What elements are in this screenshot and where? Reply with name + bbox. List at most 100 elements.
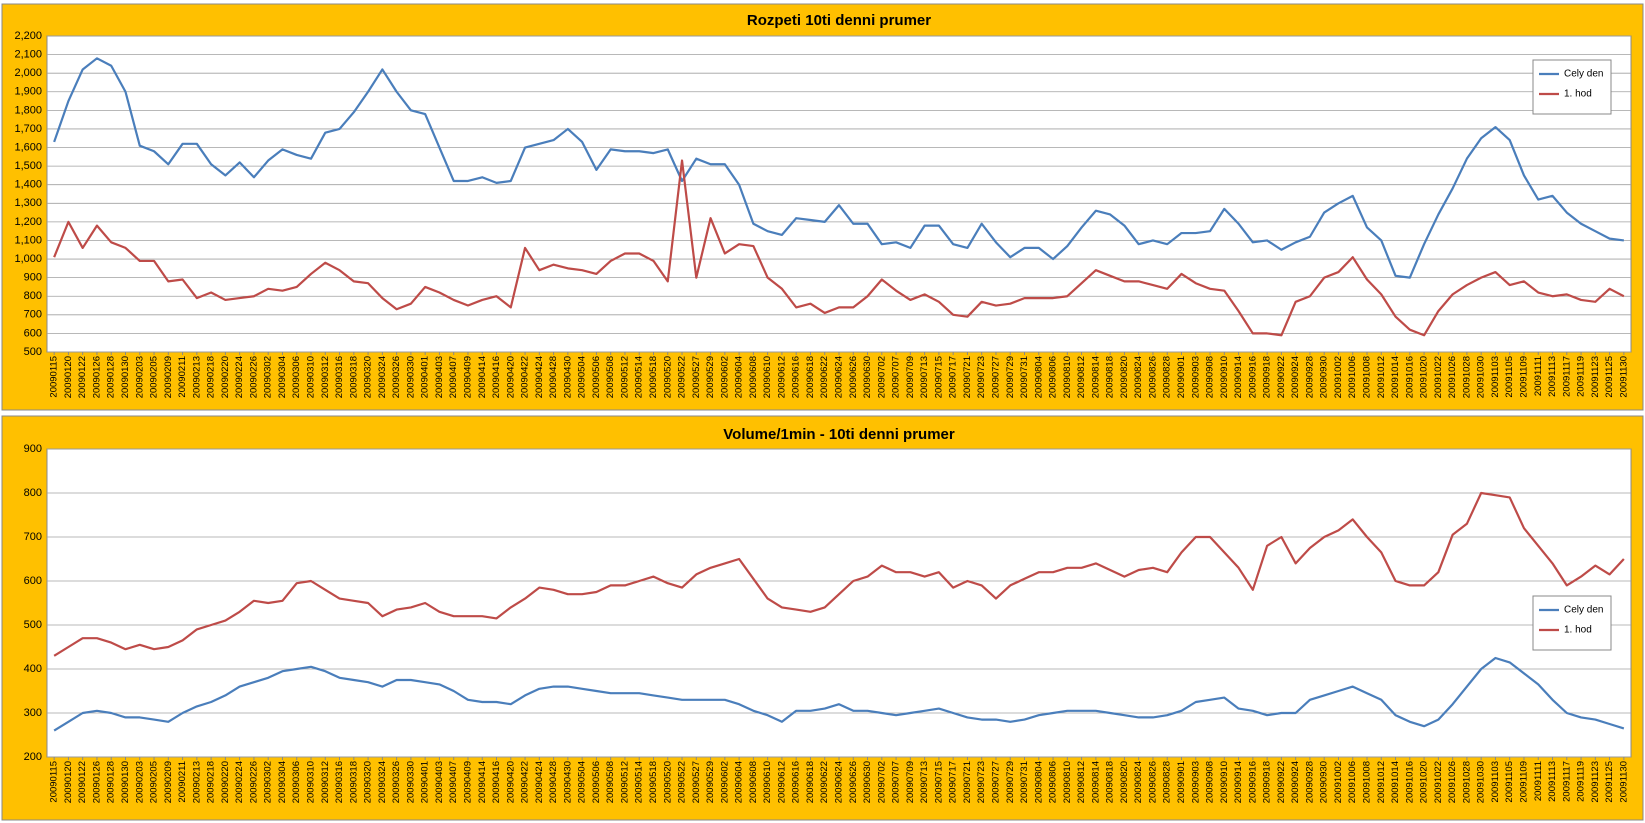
y-tick-label: 2,000 — [14, 67, 42, 79]
x-tick-label: 20091006 — [1347, 356, 1358, 398]
x-tick-label: 20090608 — [748, 356, 759, 398]
x-tick-label: 20090203 — [134, 761, 145, 803]
x-tick-label: 20090713 — [919, 761, 930, 803]
x-tick-label: 20090721 — [962, 761, 973, 803]
x-tick-label: 20090508 — [605, 761, 616, 803]
x-tick-label: 20090602 — [719, 356, 730, 398]
x-tick-label: 20090604 — [734, 761, 745, 803]
legend-label: Cely den — [1564, 605, 1603, 616]
x-tick-label: 20090518 — [648, 761, 659, 803]
x-tick-label: 20090203 — [134, 356, 145, 398]
x-tick-label: 20090903 — [1190, 356, 1201, 398]
y-tick-label: 1,500 — [14, 160, 42, 172]
x-tick-label: 20090922 — [1276, 761, 1287, 803]
x-tick-label: 20090709 — [905, 356, 916, 398]
x-tick-label: 20090520 — [662, 356, 673, 398]
legend-box — [1532, 595, 1612, 651]
x-tick-label: 20090804 — [1033, 761, 1044, 803]
x-tick-label: 20090826 — [1147, 356, 1158, 398]
x-tick-label: 20090806 — [1048, 356, 1059, 398]
x-tick-label: 20090126 — [91, 761, 102, 803]
x-tick-label: 20090818 — [1105, 761, 1116, 803]
x-tick-label: 20090220 — [220, 761, 231, 803]
x-tick-label: 20090211 — [177, 761, 188, 803]
x-tick-label: 20090618 — [805, 356, 816, 398]
x-tick-label: 20091028 — [1461, 356, 1472, 398]
x-tick-label: 20090922 — [1276, 356, 1287, 398]
x-tick-label: 20090810 — [1062, 761, 1073, 803]
y-tick-label: 2,100 — [14, 48, 42, 60]
x-tick-label: 20090820 — [1119, 356, 1130, 398]
y-tick-label: 500 — [24, 619, 42, 631]
x-tick-label: 20090302 — [263, 761, 274, 803]
x-tick-label: 20090612 — [776, 356, 787, 398]
x-tick-label: 20090120 — [63, 356, 74, 398]
x-tick-label: 20090420 — [505, 761, 516, 803]
x-tick-label: 20090407 — [448, 761, 459, 803]
x-tick-label: 20091026 — [1447, 761, 1458, 803]
x-tick-label: 20090612 — [776, 761, 787, 803]
x-tick-label: 20090512 — [619, 761, 630, 803]
x-tick-label: 20090914 — [1233, 356, 1244, 398]
x-tick-label: 20090122 — [77, 356, 88, 398]
x-tick-label: 20090326 — [391, 356, 402, 398]
x-tick-label: 20090304 — [277, 761, 288, 803]
x-tick-label: 20090403 — [434, 356, 445, 398]
series-line — [53, 491, 1625, 657]
y-tick-label: 600 — [24, 327, 42, 339]
x-tick-label: 20090401 — [420, 761, 431, 803]
x-tick-label: 20090306 — [291, 356, 302, 398]
series-line — [53, 159, 1625, 337]
x-tick-label: 20090924 — [1290, 761, 1301, 803]
x-tick-label: 20091105 — [1504, 761, 1515, 803]
x-tick-label: 20091020 — [1419, 761, 1430, 803]
x-tick-label: 20090828 — [1162, 761, 1173, 803]
y-tick-label: 600 — [24, 575, 42, 587]
x-tick-label: 20090401 — [420, 356, 431, 398]
y-tick-label: 400 — [24, 663, 42, 675]
x-tick-label: 20090806 — [1048, 761, 1059, 803]
x-tick-label: 20090205 — [149, 761, 160, 803]
y-tick-label: 500 — [24, 346, 42, 358]
y-tick-label: 800 — [24, 487, 42, 499]
plot-area — [46, 448, 1632, 758]
x-tick-label: 20091002 — [1333, 761, 1344, 803]
x-tick-label: 20091119 — [1576, 761, 1587, 802]
x-tick-label: 20090721 — [962, 356, 973, 398]
x-tick-label: 20090428 — [548, 761, 559, 803]
x-tick-label: 20090901 — [1176, 761, 1187, 803]
x-tick-label: 20090713 — [919, 356, 930, 398]
x-tick-label: 20090918 — [1262, 761, 1273, 803]
y-tick-label: 1,200 — [14, 216, 42, 228]
y-tick-label: 1,300 — [14, 197, 42, 209]
x-tick-label: 20090723 — [976, 761, 987, 803]
x-tick-label: 20090707 — [891, 761, 902, 803]
x-tick-label: 20090209 — [163, 761, 174, 803]
x-tick-label: 20090916 — [1247, 761, 1258, 803]
x-tick-label: 20090715 — [933, 761, 944, 803]
x-tick-label: 20090128 — [106, 356, 117, 398]
x-tick-label: 20090715 — [933, 356, 944, 398]
x-tick-label: 20090522 — [677, 761, 688, 803]
x-tick-label: 20090326 — [391, 761, 402, 803]
x-tick-label: 20091022 — [1433, 356, 1444, 398]
x-tick-label: 20091008 — [1362, 356, 1373, 398]
y-tick-label: 1,900 — [14, 86, 42, 98]
x-tick-label: 20090702 — [876, 761, 887, 803]
x-tick-label: 20090814 — [1090, 761, 1101, 803]
x-tick-label: 20090901 — [1176, 356, 1187, 398]
x-tick-label: 20090924 — [1290, 356, 1301, 398]
x-tick-label: 20090522 — [677, 356, 688, 398]
x-tick-label: 20090409 — [462, 356, 473, 398]
chart-title: Volume/1min - 10ti denni prumer — [723, 426, 955, 443]
x-tick-label: 20090320 — [363, 761, 374, 803]
y-tick-label: 700 — [24, 309, 42, 321]
x-tick-label: 20090130 — [120, 356, 131, 398]
x-tick-label: 20090622 — [819, 761, 830, 803]
x-tick-label: 20091111 — [1533, 356, 1544, 396]
x-tick-label: 20090115 — [49, 356, 60, 398]
x-tick-label: 20091103 — [1490, 761, 1501, 803]
x-tick-label: 20090416 — [491, 761, 502, 803]
x-tick-label: 20090810 — [1062, 356, 1073, 398]
x-tick-label: 20090717 — [948, 761, 959, 803]
